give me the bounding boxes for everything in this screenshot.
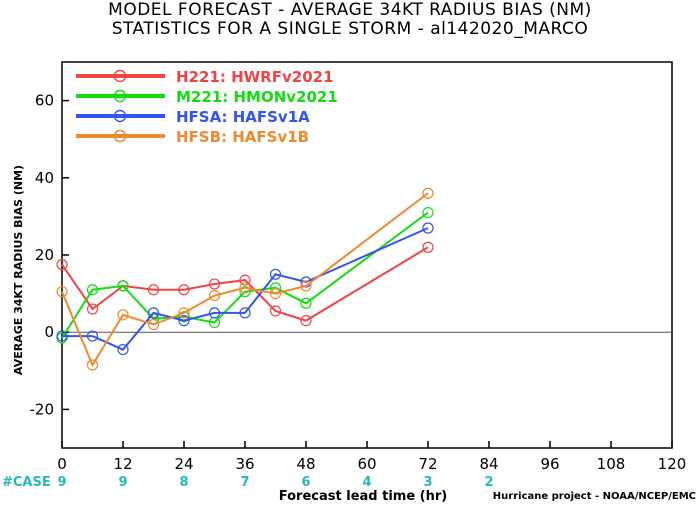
y-tick-label: 40 bbox=[35, 169, 54, 187]
x-tick-label: 120 bbox=[658, 455, 687, 473]
data-point bbox=[178, 307, 190, 319]
legend-label: HFSB: HAFSv1B bbox=[176, 128, 309, 146]
data-point bbox=[208, 307, 221, 319]
x-axis-label: Forecast lead time (hr) bbox=[279, 489, 447, 504]
case-count: 7 bbox=[240, 475, 249, 490]
data-point bbox=[147, 307, 160, 319]
data-point bbox=[300, 280, 312, 292]
x-tick-label: 48 bbox=[296, 455, 315, 473]
x-tick-label: 24 bbox=[174, 455, 193, 473]
data-point bbox=[56, 330, 68, 342]
series-line bbox=[62, 227, 429, 351]
x-tick-label: 108 bbox=[597, 455, 626, 473]
legend-marker bbox=[113, 69, 127, 83]
data-point bbox=[56, 286, 68, 298]
data-point bbox=[300, 315, 312, 327]
data-point bbox=[178, 284, 190, 296]
x-tick-label: 12 bbox=[113, 455, 132, 473]
x-tick-label: 36 bbox=[235, 455, 254, 473]
data-point bbox=[239, 286, 251, 298]
data-point bbox=[86, 284, 99, 296]
chart-title-line-2: STATISTICS FOR A SINGLE STORM - al142020… bbox=[111, 19, 589, 39]
data-point bbox=[86, 359, 99, 371]
case-count: 9 bbox=[118, 475, 127, 490]
x-tick-label: 60 bbox=[357, 455, 376, 473]
series-2 bbox=[56, 222, 434, 356]
data-point bbox=[269, 268, 282, 280]
data-point bbox=[422, 206, 434, 219]
data-point bbox=[239, 274, 251, 286]
series-3 bbox=[56, 187, 434, 371]
data-point bbox=[269, 288, 282, 300]
chart-title-line-1: MODEL FORECAST - AVERAGE 34KT RADIUS BIA… bbox=[108, 0, 592, 20]
data-point bbox=[147, 318, 160, 331]
data-point bbox=[239, 307, 251, 319]
legend-label: M221: HMONv2021 bbox=[176, 88, 338, 106]
data-point bbox=[86, 303, 99, 315]
data-point bbox=[422, 241, 434, 253]
data-point bbox=[147, 284, 160, 296]
series-line bbox=[61, 192, 429, 368]
y-tick-label: 20 bbox=[35, 246, 54, 264]
case-count: 6 bbox=[301, 475, 310, 490]
y-tick-label: -20 bbox=[30, 400, 55, 418]
series-line bbox=[61, 246, 429, 322]
data-point bbox=[269, 305, 282, 317]
data-point bbox=[117, 309, 129, 321]
data-point bbox=[208, 289, 221, 302]
data-point bbox=[117, 280, 129, 292]
x-tick-label: 0 bbox=[57, 455, 67, 473]
data-point bbox=[56, 259, 68, 271]
case-count: 4 bbox=[362, 475, 371, 490]
case-count: 2 bbox=[484, 475, 493, 490]
legend-marker bbox=[113, 129, 127, 143]
x-tick-label: 72 bbox=[418, 455, 437, 473]
data-point bbox=[117, 343, 129, 356]
case-count: 9 bbox=[57, 475, 66, 490]
legend-label: HFSA: HAFSv1A bbox=[176, 108, 310, 126]
legend-label: H221: HWRFv2021 bbox=[176, 68, 334, 86]
y-tick-label: 0 bbox=[44, 323, 54, 341]
case-count-label: #CASE bbox=[2, 475, 51, 490]
y-tick-label: 60 bbox=[35, 92, 54, 110]
series-line bbox=[61, 211, 429, 339]
data-point bbox=[178, 315, 190, 327]
case-count: 8 bbox=[179, 475, 188, 490]
data-point bbox=[422, 187, 434, 199]
case-count: 3 bbox=[423, 475, 432, 490]
series-1 bbox=[56, 206, 434, 344]
data-point bbox=[300, 297, 312, 309]
data-point bbox=[208, 278, 221, 290]
credit-text: Hurricane project - NOAA/NCEP/EMC bbox=[492, 491, 696, 502]
y-axis-label: AVERAGE 34KT RADIUS BIAS (NM) bbox=[12, 165, 25, 375]
legend-marker bbox=[113, 89, 127, 103]
data-point bbox=[239, 282, 251, 294]
legend-marker bbox=[113, 109, 127, 123]
data-point bbox=[86, 330, 99, 342]
x-tick-label: 96 bbox=[540, 455, 559, 473]
x-tick-label: 84 bbox=[479, 455, 498, 473]
data-point bbox=[422, 222, 434, 234]
